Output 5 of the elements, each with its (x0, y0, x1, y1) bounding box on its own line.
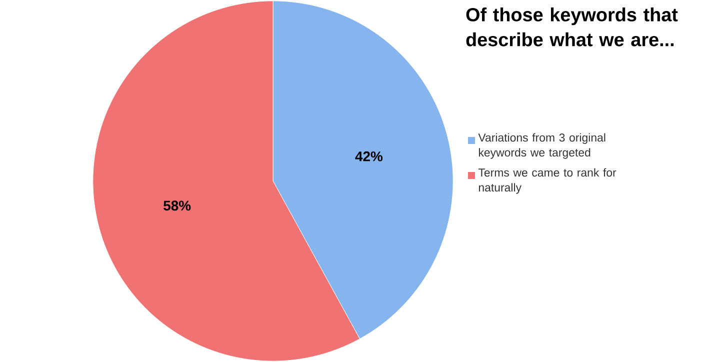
legend-label: Terms we came to rank for naturally (478, 168, 616, 194)
text: Of those keywords that describe what we are... (466, 8, 678, 46)
legend-label: Variations from 3 original keywords we targeted (478, 133, 606, 159)
data-label: 42% (355, 151, 383, 162)
data-label: 58% (164, 200, 191, 211)
